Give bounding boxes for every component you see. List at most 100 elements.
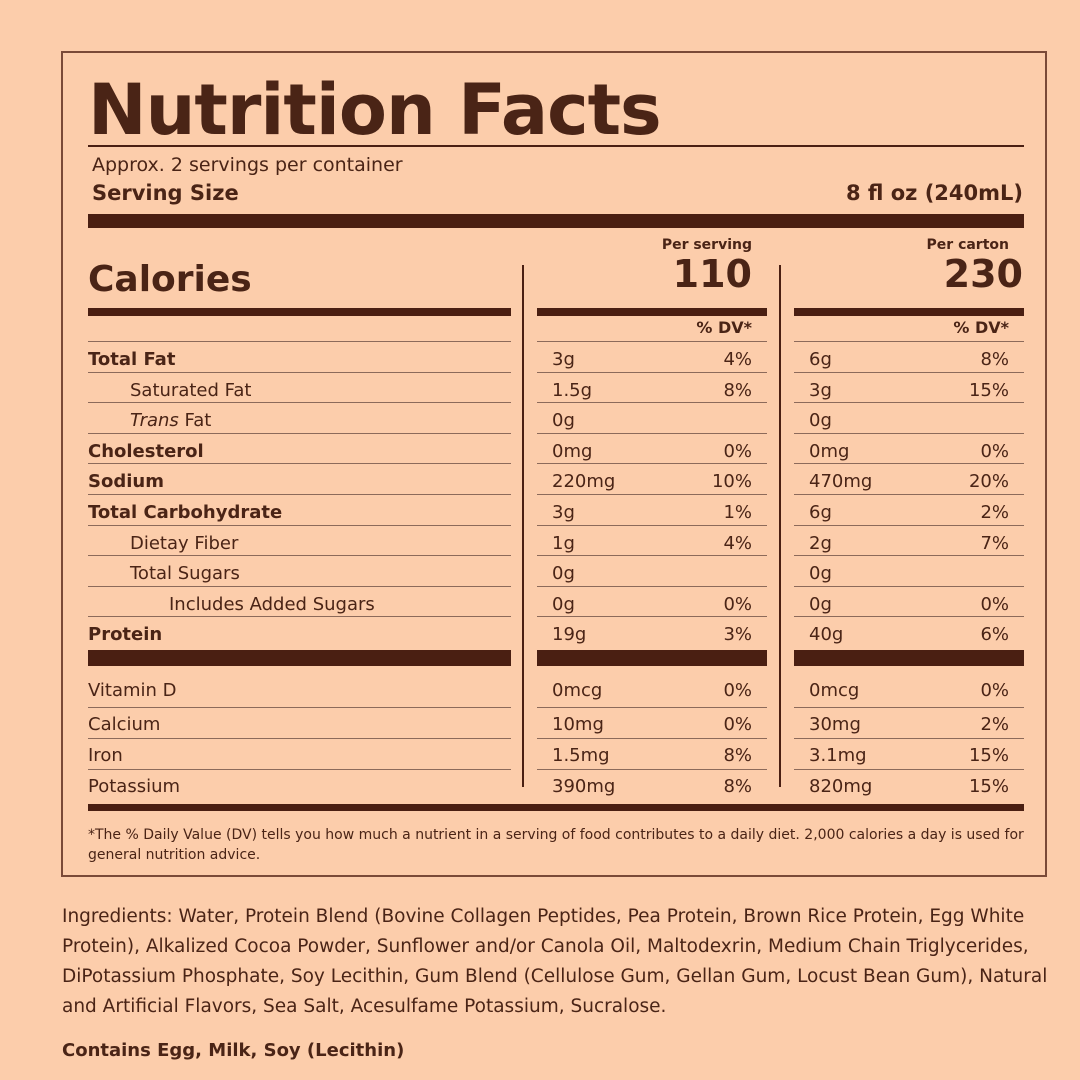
carton-dv: 15% <box>968 745 1009 766</box>
calories-label: Calories <box>88 259 252 300</box>
per-serving-label: Per serving <box>661 237 752 253</box>
nutrient-label: Total Carbohydrate <box>88 502 283 523</box>
nutrient-label: Protein <box>88 624 163 646</box>
row-divider <box>88 494 511 495</box>
carton-dv: 15% <box>968 379 1009 401</box>
serving-amount: 0g <box>552 563 575 585</box>
serving-dv: 8% <box>723 776 752 797</box>
vitamin-rule-carton <box>794 650 1024 666</box>
row-divider <box>794 616 1024 618</box>
carton-amount: 470mg <box>809 471 873 493</box>
nutrient-label: Potassium <box>88 776 181 797</box>
vitamin-row: Potassium 390mg 8% 820mg 15% <box>0 769 1080 802</box>
row-divider <box>88 769 511 770</box>
row-divider <box>537 371 767 373</box>
row-divider <box>88 463 511 465</box>
nutrient-row: Dietay Fiber 1g 4% 2g 7% <box>0 524 1080 559</box>
row-divider <box>537 432 767 434</box>
carton-dv: 15% <box>968 776 1009 797</box>
serving-amount: 0g <box>552 593 575 615</box>
calories-per-carton: 230 <box>943 252 1023 296</box>
serving-amount: 1.5mg <box>552 745 610 766</box>
row-divider <box>794 432 1024 434</box>
serving-amount: 0g <box>552 410 575 432</box>
page-title: Nutrition Facts <box>88 69 662 151</box>
carton-amount: 40g <box>809 624 844 646</box>
row-divider <box>794 707 1024 708</box>
nutrient-label-italic: Trans <box>130 410 179 432</box>
row-divider <box>794 402 1024 404</box>
serving-amount: 3g <box>552 349 575 370</box>
row-divider <box>794 738 1024 739</box>
vitamin-row: Calcium 10mg 0% 30mg 2% <box>0 707 1080 740</box>
nutrient-row: Saturated Fat 1.5g 8% 3g 15% <box>0 371 1080 406</box>
row-divider <box>537 585 767 587</box>
bottom-rule <box>88 804 1024 811</box>
serving-size-value: 8 fl oz (240mL) <box>845 181 1023 205</box>
carton-amount: 0g <box>809 593 832 615</box>
row-divider <box>794 555 1024 557</box>
carton-amount: 6g <box>809 502 832 523</box>
serving-amount: 19g <box>552 624 587 646</box>
carton-dv: 2% <box>980 714 1009 735</box>
carton-dv: 2% <box>980 502 1009 523</box>
carton-dv: 20% <box>968 471 1009 493</box>
vitamin-row: Iron 1.5mg 8% 3.1mg 15% <box>0 738 1080 771</box>
per-carton-label: Per carton <box>926 237 1009 253</box>
vitamin-rule-label <box>88 650 511 666</box>
nutrient-row: Total Fat 3g 4% 6g 8% <box>0 341 1080 375</box>
calories-rule-label <box>88 308 511 316</box>
serving-amount: 390mg <box>552 776 616 797</box>
calories-per-serving: 110 <box>672 252 752 296</box>
dv-header-carton: % DV* <box>953 318 1009 337</box>
row-divider <box>88 616 511 618</box>
serving-dv: 0% <box>723 714 752 735</box>
row-divider <box>537 616 767 618</box>
dv-footnote: *The % Daily Value (DV) tells you how mu… <box>88 827 1024 863</box>
nutrient-label: Cholesterol <box>88 440 204 462</box>
calories-rule-serving <box>537 308 767 316</box>
carton-amount: 0mcg <box>809 680 860 701</box>
nutrient-label: Trans Fat <box>130 410 211 431</box>
nutrition-panel <box>61 51 1047 877</box>
dv-header-serving: % DV* <box>696 318 752 337</box>
nutrient-row: Sodium 220mg 10% 470mg 20% <box>0 463 1080 497</box>
row-divider <box>794 341 1024 342</box>
nutrient-label-rest: Fat <box>178 410 212 432</box>
row-divider <box>88 585 511 587</box>
serving-dv: 3% <box>723 624 752 646</box>
serving-dv: 8% <box>723 379 752 401</box>
nutrient-row: Cholesterol 0mg 0% 0mg 0% <box>0 432 1080 467</box>
carton-amount: 2g <box>809 532 832 554</box>
ingredients-text: Ingredients: Water, Protein Blend (Bovin… <box>62 906 1048 1017</box>
nutrient-label: Vitamin D <box>88 680 177 701</box>
serving-dv: 0% <box>723 593 752 615</box>
carton-amount: 6g <box>809 349 832 370</box>
serving-dv: 1% <box>723 502 752 523</box>
carton-amount: 820mg <box>809 776 873 797</box>
nutrient-label: Sodium <box>88 471 164 493</box>
row-divider <box>794 585 1024 587</box>
carton-dv: 0% <box>980 593 1009 615</box>
carton-amount: 30mg <box>809 714 861 735</box>
row-divider <box>537 524 767 526</box>
serving-amount: 1.5g <box>552 379 593 401</box>
title-rule <box>88 145 1024 147</box>
servings-per-container: Approx. 2 servings per container <box>92 154 403 176</box>
row-divider <box>794 494 1024 495</box>
carton-amount: 0g <box>809 410 832 432</box>
carton-dv: 8% <box>980 349 1009 370</box>
carton-amount: 0mg <box>809 440 850 462</box>
row-divider <box>794 463 1024 465</box>
column-divider-left <box>522 265 524 787</box>
carton-amount: 3.1mg <box>809 745 867 766</box>
nutrient-row: Trans Fat 0g 0g <box>0 402 1080 436</box>
serving-dv: 0% <box>723 680 752 701</box>
nutrient-label: Calcium <box>88 714 161 735</box>
nutrient-label: Dietay Fiber <box>130 532 239 554</box>
carton-dv: 6% <box>980 624 1009 646</box>
serving-dv: 0% <box>723 440 752 462</box>
carton-amount: 3g <box>809 379 832 401</box>
serving-amount: 1g <box>552 532 575 554</box>
nutrient-row: Includes Added Sugars 0g 0% 0g 0% <box>0 585 1080 620</box>
